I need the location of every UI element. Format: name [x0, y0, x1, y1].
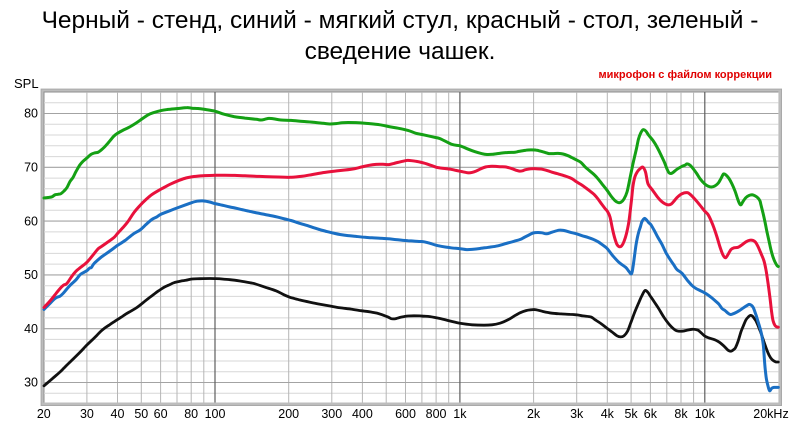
svg-text:8k: 8k [674, 407, 688, 421]
svg-text:5k: 5k [624, 407, 638, 421]
svg-text:80: 80 [184, 407, 198, 421]
svg-text:30: 30 [80, 407, 94, 421]
svg-text:600: 600 [395, 407, 416, 421]
svg-text:60: 60 [154, 407, 168, 421]
svg-text:3k: 3k [570, 407, 584, 421]
svg-text:80: 80 [24, 107, 38, 121]
svg-text:100: 100 [205, 407, 226, 421]
svg-text:40: 40 [111, 407, 125, 421]
svg-text:20: 20 [37, 407, 51, 421]
svg-text:50: 50 [24, 268, 38, 282]
svg-text:10k: 10k [695, 407, 716, 421]
svg-text:4k: 4k [601, 407, 615, 421]
svg-text:20kHz: 20kHz [753, 407, 788, 421]
svg-text:6k: 6k [644, 407, 658, 421]
svg-text:50: 50 [134, 407, 148, 421]
svg-text:200: 200 [278, 407, 299, 421]
svg-text:40: 40 [24, 322, 38, 336]
svg-text:2k: 2k [527, 407, 541, 421]
svg-text:70: 70 [24, 161, 38, 175]
svg-text:400: 400 [352, 407, 373, 421]
svg-text:300: 300 [321, 407, 342, 421]
svg-text:30: 30 [24, 376, 38, 390]
svg-text:1k: 1k [453, 407, 467, 421]
svg-text:800: 800 [426, 407, 447, 421]
svg-text:60: 60 [24, 214, 38, 228]
